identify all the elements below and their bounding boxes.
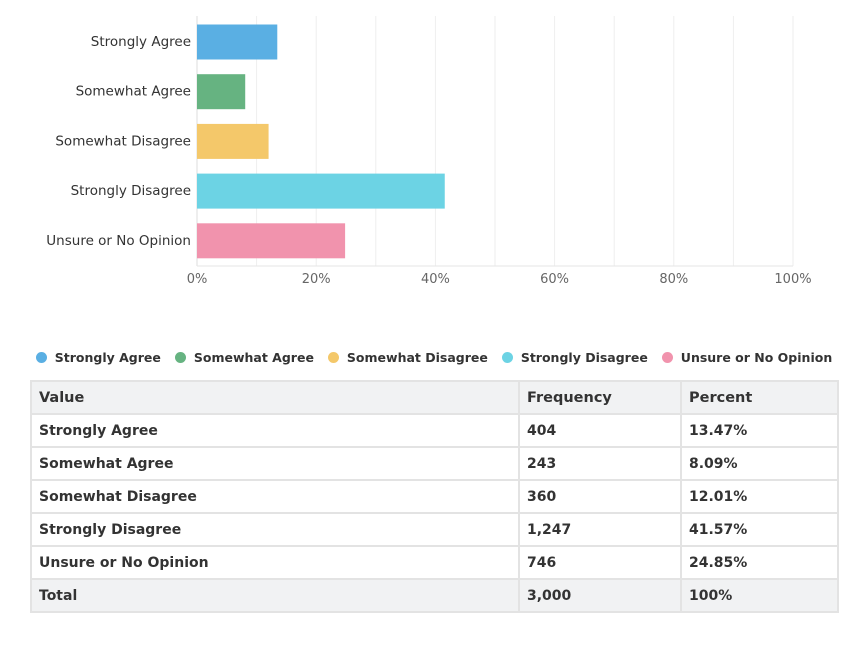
chart-bars — [197, 24, 445, 259]
cell-percent: 24.85% — [680, 545, 839, 580]
x-tick-label: 100% — [774, 272, 811, 287]
cell-percent: 13.47% — [680, 413, 839, 448]
legend-label: Somewhat Disagree — [346, 350, 488, 365]
category-label: Somewhat Agree — [76, 84, 191, 100]
cell-frequency: 746 — [518, 545, 682, 580]
table-header-row: Value Frequency Percent — [30, 380, 839, 415]
table-row: Strongly Disagree 1,247 41.57% — [30, 512, 839, 547]
chart-grid — [196, 16, 794, 267]
cell-frequency: 404 — [518, 413, 682, 448]
cell-value: Somewhat Disagree — [30, 479, 520, 514]
cell-value: Somewhat Agree — [30, 446, 520, 481]
legend-item[interactable]: Strongly Disagree — [501, 350, 648, 365]
legend-item[interactable]: Unsure or No Opinion — [661, 350, 833, 365]
cell-frequency: 1,247 — [518, 512, 682, 547]
header-frequency: Frequency — [518, 380, 682, 415]
x-tick-label: 40% — [421, 272, 450, 287]
legend-swatch — [501, 352, 513, 363]
bar[interactable] — [197, 123, 269, 159]
cell-frequency: 243 — [518, 446, 682, 481]
bar[interactable] — [197, 74, 246, 110]
category-label: Strongly Agree — [91, 34, 191, 50]
cell-value: Strongly Disagree — [30, 512, 520, 547]
legend-item[interactable]: Somewhat Agree — [174, 350, 314, 365]
table-row: Somewhat Agree 243 8.09% — [30, 446, 839, 481]
x-tick-label: 0% — [187, 272, 208, 287]
bar[interactable] — [197, 173, 445, 209]
total-value: Total — [30, 578, 520, 613]
legend-label: Somewhat Agree — [193, 350, 314, 365]
cell-percent: 41.57% — [680, 512, 839, 547]
legend-swatch — [327, 352, 339, 363]
table-total-row: Total 3,000 100% — [30, 578, 839, 613]
x-tick-label: 60% — [540, 272, 569, 287]
total-percent: 100% — [680, 578, 839, 613]
legend-label: Unsure or No Opinion — [680, 350, 833, 365]
legend-label: Strongly Agree — [54, 350, 161, 365]
table-row: Unsure or No Opinion 746 24.85% — [30, 545, 839, 580]
category-label: Unsure or No Opinion — [46, 233, 191, 249]
legend-swatch — [661, 352, 673, 363]
total-frequency: 3,000 — [518, 578, 682, 613]
cell-percent: 8.09% — [680, 446, 839, 481]
table-row: Somewhat Disagree 360 12.01% — [30, 479, 839, 514]
chart-legend: Strongly Agree Somewhat Agree Somewhat D… — [0, 350, 868, 365]
x-tick-label: 20% — [302, 272, 331, 287]
cell-value: Strongly Agree — [30, 413, 520, 448]
category-label: Strongly Disagree — [71, 183, 191, 199]
category-label: Somewhat Disagree — [55, 133, 191, 149]
bar[interactable] — [197, 24, 278, 60]
legend-swatch — [174, 352, 186, 363]
cell-frequency: 360 — [518, 479, 682, 514]
frequency-table: Value Frequency Percent Strongly Agree 4… — [30, 380, 839, 613]
legend-label: Strongly Disagree — [520, 350, 648, 365]
category-labels: Strongly Agree Somewhat Agree Somewhat Dis… — [46, 34, 191, 249]
bar[interactable] — [197, 223, 346, 259]
legend-swatch — [35, 352, 47, 363]
table-row: Strongly Agree 404 13.47% — [30, 413, 839, 448]
header-percent: Percent — [680, 380, 839, 415]
x-axis-ticks: 0% 20% 40% 60% 80% 100% — [187, 272, 812, 287]
cell-value: Unsure or No Opinion — [30, 545, 520, 580]
legend-item[interactable]: Strongly Agree — [35, 350, 161, 365]
cell-percent: 12.01% — [680, 479, 839, 514]
bar-chart: Strongly Agree Somewhat Agree Somewhat Dis… — [46, 16, 812, 287]
x-tick-label: 80% — [659, 272, 688, 287]
legend-item[interactable]: Somewhat Disagree — [327, 350, 488, 365]
header-value: Value — [30, 380, 520, 415]
